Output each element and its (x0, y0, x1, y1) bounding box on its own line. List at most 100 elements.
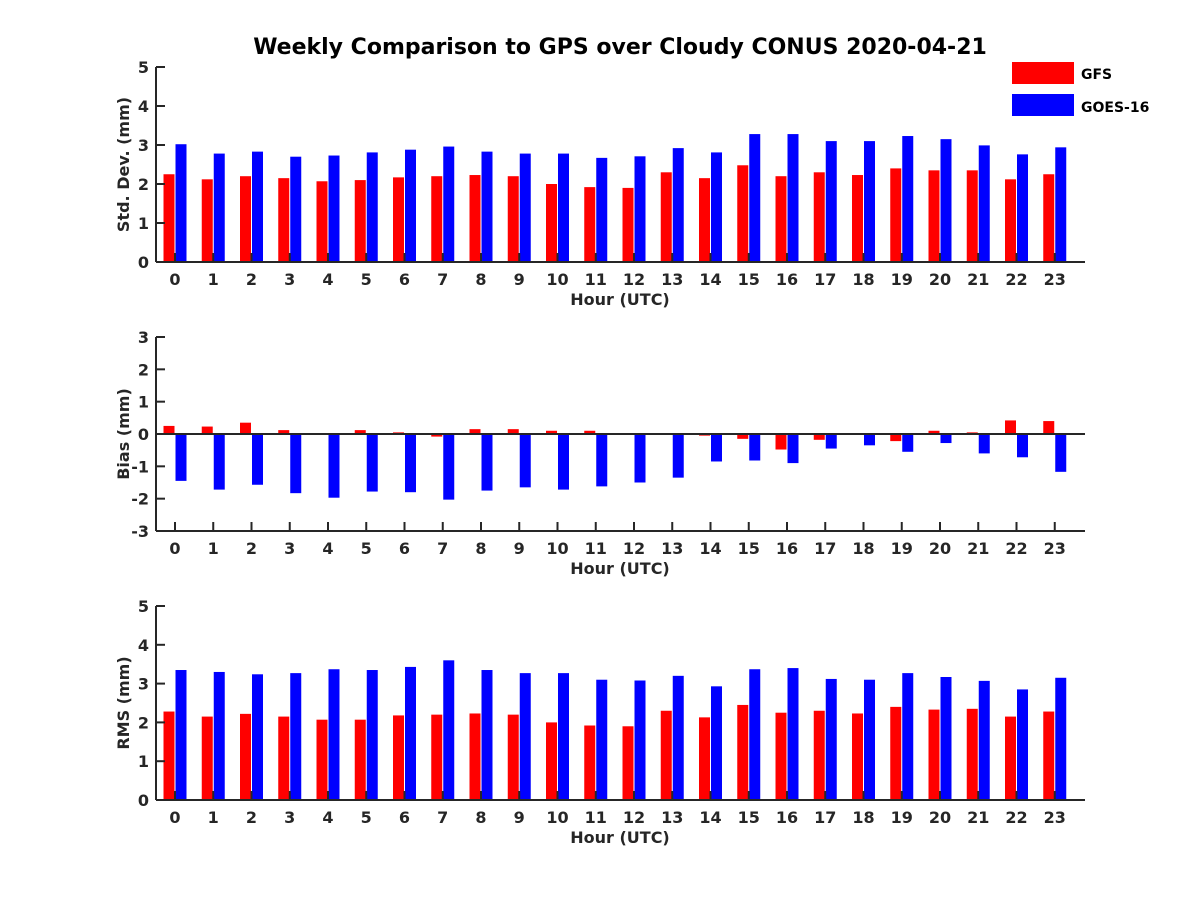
bias-bar-goes16-hour-17 (825, 434, 837, 449)
bias-bar-goes16-hour-1 (213, 434, 225, 490)
bias-bar-goes16-hour-9 (519, 434, 531, 488)
std-dev-bar-gfs-hour-2 (240, 176, 251, 262)
bias-bar-gfs-hour-16 (775, 434, 787, 450)
bias-y-tick-label: -3 (131, 522, 149, 541)
bias-x-tick-label: 0 (169, 539, 180, 558)
std-dev-y-tick-label: 2 (138, 175, 149, 194)
rms-bar-goes16-hour-22 (1017, 689, 1028, 800)
std-dev-x-tick-label: 10 (546, 270, 568, 289)
std-dev-x-axis-label: Hour (UTC) (570, 290, 670, 309)
bias-bar-goes16-hour-12 (634, 434, 646, 483)
std-dev-x-tick-label: 17 (814, 270, 836, 289)
bias-y-axis-label: Bias (mm) (114, 388, 133, 480)
std-dev-bar-goes16-hour-0 (175, 144, 187, 262)
rms-bar-gfs-hour-13 (660, 710, 672, 800)
rms-x-tick-label: 1 (208, 808, 219, 827)
rms-bar-gfs-hour-9 (507, 714, 519, 800)
bias-x-tick-label: 14 (699, 539, 721, 558)
legend-swatch-gfs (1012, 62, 1074, 84)
bias-bar-goes16-hour-5 (366, 434, 378, 492)
bias-x-tick-label: 1 (208, 539, 219, 558)
rms-y-tick-label: 2 (138, 713, 149, 732)
bias-bar-goes16-hour-13 (672, 434, 684, 478)
rms-x-tick-label: 21 (967, 808, 989, 827)
bias-bar-goes16-hour-8 (481, 434, 493, 491)
std-dev-bar-goes16-hour-19 (902, 136, 914, 262)
std-dev-bar-gfs-hour-9 (507, 176, 519, 262)
std-dev-bar-gfs-hour-13 (660, 172, 672, 262)
legend-swatch-goes16 (1012, 94, 1074, 116)
bias-bar-gfs-hour-17 (813, 434, 825, 440)
rms-bar-goes16-hour-4 (328, 669, 340, 800)
rms-y-axis-label: RMS (mm) (114, 656, 133, 749)
bias-bar-gfs-hour-19 (890, 434, 902, 442)
rms-x-tick-label: 0 (169, 808, 180, 827)
bias-bar-gfs-hour-5 (354, 430, 366, 434)
rms-bar-goes16-hour-14 (711, 686, 722, 800)
rms-bar-goes16-hour-2 (252, 674, 263, 800)
std-dev-bar-gfs-hour-3 (278, 178, 290, 262)
bias-y-tick-label: 2 (138, 360, 149, 379)
bias-bar-goes16-hour-3 (290, 434, 302, 494)
std-dev-bar-goes16-hour-16 (787, 134, 799, 262)
bias-x-tick-label: 2 (246, 539, 257, 558)
bias-bar-gfs-hour-9 (507, 429, 519, 434)
std-dev-y-tick-label: 5 (138, 58, 149, 77)
bias-bar-gfs-hour-10 (546, 430, 557, 434)
std-dev-bar-goes16-hour-17 (825, 141, 837, 262)
rms-bar-gfs-hour-10 (546, 722, 557, 800)
rms-bar-gfs-hour-3 (278, 716, 290, 800)
rms-bar-goes16-hour-21 (978, 680, 990, 800)
std-dev-bar-goes16-hour-15 (749, 134, 761, 262)
std-dev-bar-gfs-hour-10 (546, 184, 557, 262)
std-dev-bar-gfs-hour-19 (890, 168, 902, 262)
std-dev-bar-goes16-hour-13 (672, 148, 684, 262)
std-dev-bar-gfs-hour-5 (354, 180, 366, 262)
rms-bar-goes16-hour-18 (864, 679, 875, 800)
std-dev-x-tick-label: 16 (776, 270, 798, 289)
std-dev-bar-gfs-hour-12 (622, 187, 634, 262)
bias-x-tick-label: 16 (776, 539, 798, 558)
bias-x-tick-label: 5 (361, 539, 372, 558)
rms-bar-gfs-hour-11 (584, 725, 596, 800)
rms-y-tick-label: 5 (138, 597, 149, 616)
std-dev-x-tick-label: 1 (208, 270, 219, 289)
rms-y-tick-label: 4 (138, 636, 149, 655)
std-dev-bar-gfs-hour-16 (775, 176, 787, 262)
bias-bar-goes16-hour-15 (749, 434, 761, 461)
rms-x-tick-label: 4 (322, 808, 333, 827)
bias-x-tick-label: 7 (437, 539, 448, 558)
std-dev-x-tick-label: 18 (852, 270, 874, 289)
bias-bar-goes16-hour-18 (864, 434, 875, 446)
rms-x-tick-label: 14 (699, 808, 721, 827)
bias-x-tick-label: 12 (623, 539, 645, 558)
std-dev-y-axis-label: Std. Dev. (mm) (114, 97, 133, 232)
bias-bar-goes16-hour-21 (978, 434, 990, 454)
bias-bar-goes16-hour-11 (596, 434, 608, 487)
rms-x-tick-label: 9 (514, 808, 525, 827)
bias-bar-goes16-hour-6 (405, 434, 416, 493)
rms-x-tick-label: 13 (661, 808, 683, 827)
rms-bar-goes16-hour-20 (940, 677, 952, 800)
rms-bar-gfs-hour-2 (240, 713, 251, 800)
std-dev-bar-gfs-hour-14 (699, 178, 710, 262)
rms-x-tick-label: 12 (623, 808, 645, 827)
rms-x-tick-label: 18 (852, 808, 874, 827)
std-dev-bar-goes16-hour-21 (978, 145, 990, 262)
bias-bar-gfs-hour-3 (278, 430, 290, 434)
rms-y-tick-label: 1 (138, 752, 149, 771)
rms-x-axis-label: Hour (UTC) (570, 828, 670, 847)
std-dev-bar-gfs-hour-7 (431, 176, 443, 262)
rms-bar-goes16-hour-13 (672, 675, 684, 800)
bias-x-tick-label: 21 (967, 539, 989, 558)
std-dev-bar-gfs-hour-20 (928, 170, 940, 262)
std-dev-bar-goes16-hour-22 (1017, 154, 1028, 262)
rms-bar-gfs-hour-15 (737, 704, 749, 800)
rms-bar-gfs-hour-4 (316, 719, 328, 800)
std-dev-bar-gfs-hour-11 (584, 187, 596, 262)
bias-bar-goes16-hour-20 (940, 434, 952, 444)
std-dev-bar-goes16-hour-12 (634, 156, 646, 262)
bias-y-tick-label: 1 (138, 393, 149, 412)
std-dev-x-tick-label: 22 (1005, 270, 1027, 289)
